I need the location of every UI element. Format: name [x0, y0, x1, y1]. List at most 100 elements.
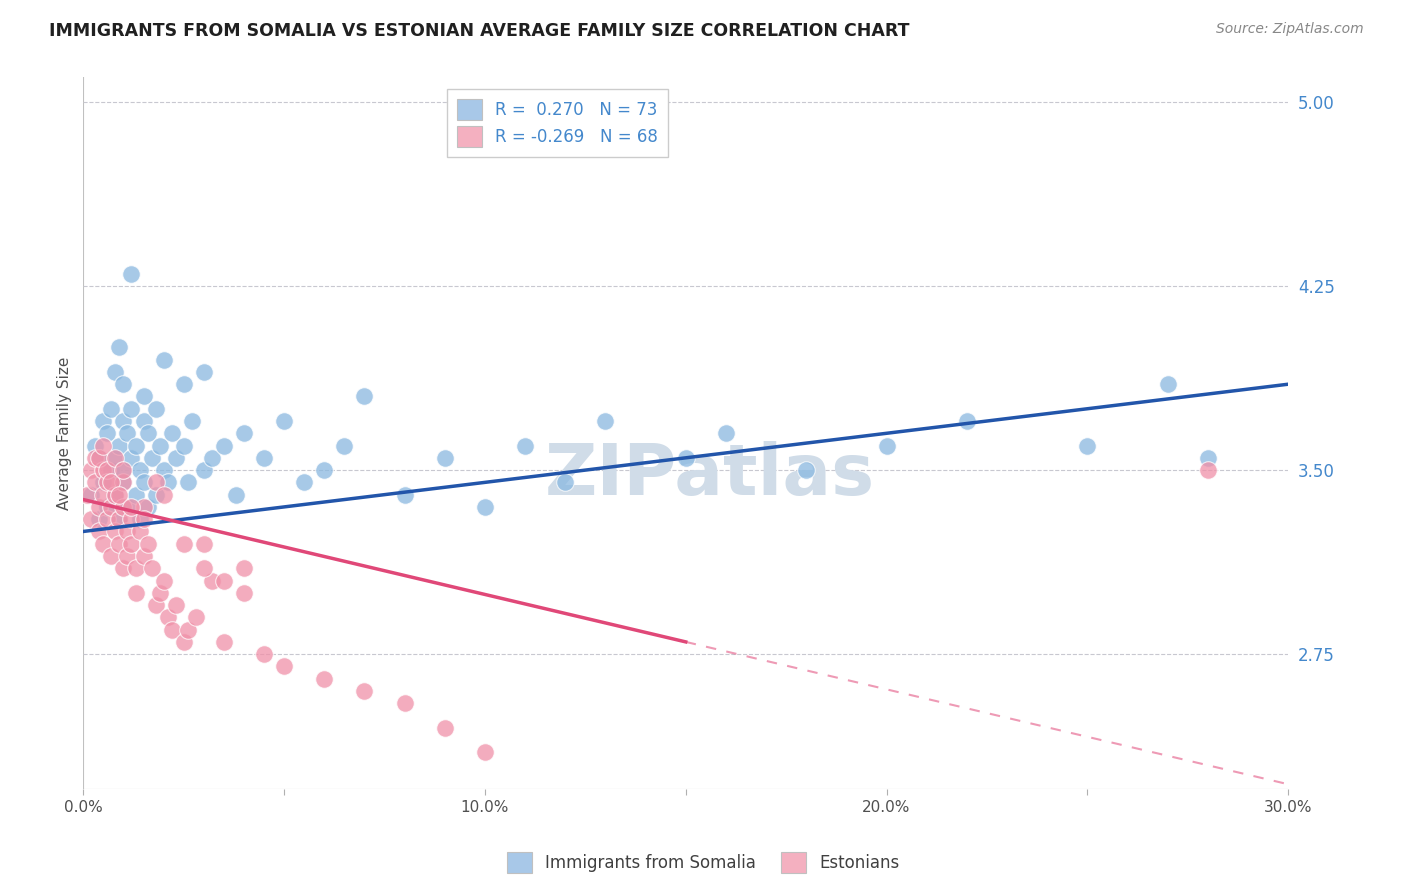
- Point: [121, 500, 143, 514]
- Point: [132, 414, 155, 428]
- Point: [394, 488, 416, 502]
- Point: [89, 524, 111, 539]
- Point: [93, 414, 115, 428]
- Point: [89, 450, 111, 465]
- Point: [173, 377, 195, 392]
- Point: [212, 635, 235, 649]
- Point: [132, 500, 155, 514]
- Point: [232, 426, 254, 441]
- Legend: Immigrants from Somalia, Estonians: Immigrants from Somalia, Estonians: [501, 846, 905, 880]
- Point: [353, 684, 375, 698]
- Point: [956, 414, 979, 428]
- Point: [100, 500, 122, 514]
- Legend: R =  0.270   N = 73, R = -0.269   N = 68: R = 0.270 N = 73, R = -0.269 N = 68: [447, 89, 668, 157]
- Point: [93, 537, 115, 551]
- Point: [132, 475, 155, 490]
- Point: [84, 439, 107, 453]
- Point: [145, 598, 167, 612]
- Point: [104, 488, 127, 502]
- Point: [96, 475, 118, 490]
- Point: [112, 377, 135, 392]
- Point: [124, 439, 146, 453]
- Point: [104, 450, 127, 465]
- Point: [112, 475, 135, 490]
- Point: [100, 549, 122, 563]
- Point: [100, 401, 122, 416]
- Point: [876, 439, 898, 453]
- Point: [96, 463, 118, 477]
- Point: [108, 537, 131, 551]
- Point: [80, 488, 103, 502]
- Point: [1197, 463, 1219, 477]
- Point: [132, 512, 155, 526]
- Point: [353, 389, 375, 403]
- Point: [273, 414, 295, 428]
- Point: [152, 488, 174, 502]
- Point: [136, 537, 159, 551]
- Point: [121, 267, 143, 281]
- Point: [104, 488, 127, 502]
- Point: [121, 512, 143, 526]
- Point: [149, 439, 172, 453]
- Point: [232, 561, 254, 575]
- Point: [108, 340, 131, 354]
- Point: [193, 463, 215, 477]
- Point: [177, 475, 200, 490]
- Text: IMMIGRANTS FROM SOMALIA VS ESTONIAN AVERAGE FAMILY SIZE CORRELATION CHART: IMMIGRANTS FROM SOMALIA VS ESTONIAN AVER…: [49, 22, 910, 40]
- Point: [108, 439, 131, 453]
- Point: [152, 574, 174, 588]
- Point: [201, 574, 224, 588]
- Point: [124, 586, 146, 600]
- Point: [112, 463, 135, 477]
- Point: [104, 450, 127, 465]
- Point: [89, 512, 111, 526]
- Point: [136, 426, 159, 441]
- Point: [93, 475, 115, 490]
- Point: [141, 561, 163, 575]
- Point: [193, 561, 215, 575]
- Point: [121, 450, 143, 465]
- Point: [124, 561, 146, 575]
- Point: [121, 537, 143, 551]
- Point: [145, 401, 167, 416]
- Y-axis label: Average Family Size: Average Family Size: [58, 357, 72, 510]
- Point: [112, 500, 135, 514]
- Point: [152, 463, 174, 477]
- Point: [112, 475, 135, 490]
- Point: [96, 512, 118, 526]
- Point: [156, 610, 179, 624]
- Point: [180, 414, 202, 428]
- Point: [1197, 450, 1219, 465]
- Point: [554, 475, 576, 490]
- Point: [595, 414, 617, 428]
- Point: [96, 426, 118, 441]
- Point: [108, 488, 131, 502]
- Point: [173, 635, 195, 649]
- Point: [80, 463, 103, 477]
- Point: [794, 463, 817, 477]
- Point: [93, 463, 115, 477]
- Point: [160, 623, 183, 637]
- Point: [212, 439, 235, 453]
- Point: [184, 610, 207, 624]
- Point: [112, 561, 135, 575]
- Point: [117, 549, 139, 563]
- Point: [201, 450, 224, 465]
- Point: [513, 439, 536, 453]
- Point: [152, 352, 174, 367]
- Point: [128, 463, 150, 477]
- Point: [273, 659, 295, 673]
- Point: [253, 647, 276, 661]
- Point: [149, 586, 172, 600]
- Point: [121, 401, 143, 416]
- Point: [314, 463, 336, 477]
- Point: [165, 598, 187, 612]
- Point: [333, 439, 356, 453]
- Point: [89, 500, 111, 514]
- Text: ZIPatlas: ZIPatlas: [544, 442, 875, 510]
- Point: [80, 512, 103, 526]
- Point: [124, 488, 146, 502]
- Point: [128, 512, 150, 526]
- Point: [474, 745, 496, 759]
- Point: [112, 414, 135, 428]
